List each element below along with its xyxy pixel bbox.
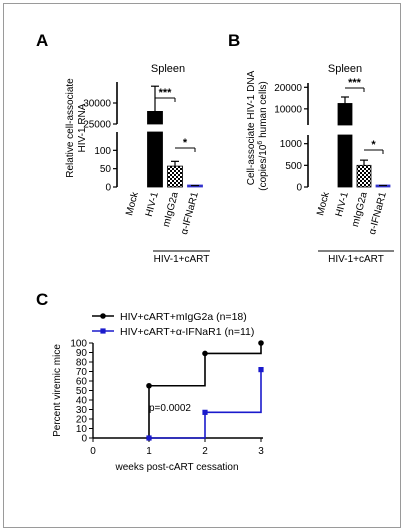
panel-a-group-label: HIV-1+cART	[154, 254, 210, 265]
panel-a-title: Spleen	[151, 63, 185, 75]
panel-a-bar-1-lower	[147, 131, 163, 188]
panel-c-series-1-point	[146, 435, 152, 441]
panel-b-x-tick-label-1: HIV-1	[334, 191, 351, 218]
panel-c-y-tick-label: 50	[76, 386, 88, 397]
panel-a-y-tick-label: 30000	[83, 99, 111, 110]
panel-a-sig-label-0: ***	[159, 87, 173, 99]
panel-c-x-tick-label: 2	[202, 446, 208, 457]
panel-c-legend-label-0: HIV+cART+mIgG2a (n=18)	[120, 311, 247, 323]
panel-b-y-axis-label: Cell-associate HIV-1 DNA(copies/106 huma…	[246, 70, 269, 190]
panel-c-x-tick-label: 3	[258, 446, 264, 457]
panel-a-x-tick-label-0: Mock	[124, 190, 141, 217]
panel-b-x-tick-label-2: mIgG2a	[350, 191, 370, 229]
panel-a-y-axis-label-line: HIV-1 RNA	[77, 103, 88, 152]
panel-c-legend-marker-1	[100, 328, 106, 334]
panel-letter-b: B	[228, 31, 240, 50]
panel-a-y-axis-label: Relative cell-associateHIV-1 RNA	[65, 78, 88, 178]
panel-a-y-axis-label-line: Relative cell-associate	[65, 78, 76, 178]
panel-c-x-axis-label: weeks post-cART cessation	[114, 462, 238, 473]
panel-b-sig-label-0: ***	[348, 77, 362, 89]
panel-c-series-0-point	[202, 350, 208, 357]
figure-frame	[3, 3, 401, 528]
panel-a-sig-label-1: *	[183, 137, 188, 149]
panel-a-y-tick-label: 25000	[83, 120, 111, 131]
panel-c-y-tick-label: 70	[76, 367, 88, 378]
panel-a-y-tick-label: 100	[94, 146, 111, 157]
panel-a-y-tick-label: 50	[100, 164, 112, 175]
panel-c-y-tick-label: 0	[81, 434, 87, 445]
panel-b-title: Spleen	[328, 63, 362, 75]
panel-c-series-1-point	[202, 409, 208, 415]
panel-b-bar-1	[337, 103, 353, 126]
panel-c-y-axis-label: Percent viremic mice	[52, 344, 63, 437]
panel-b-x-tick-label-3: α-IFNaR1	[367, 191, 389, 236]
panel-b-y-axis-label-sup: 6	[257, 141, 264, 145]
panel-c-y-tick-label: 60	[76, 377, 88, 388]
panel-letter-a: A	[36, 31, 48, 50]
bar-chart-b: Spleen 0 500 1000 10000 20000 Cell-associate H…	[246, 63, 394, 265]
panel-b-bar-2	[356, 164, 372, 188]
panel-c-legend-label-1: HIV+cART+α-IFNaR1 (n=11)	[120, 326, 254, 338]
panel-a-bar-1	[147, 111, 163, 125]
panel-c-series-0-point	[258, 340, 264, 346]
panel-b-bar-1-lower	[337, 134, 353, 188]
panel-c-p-value: p=0.0002	[149, 403, 191, 414]
panel-b-y-axis-label-line: (copies/10	[258, 144, 269, 191]
panel-b-y-tick-label: 0	[296, 183, 302, 194]
panel-b-y-axis-label-line: human cells)	[258, 81, 269, 140]
panel-c-y-tick-label: 90	[76, 348, 88, 359]
panel-letter-c: C	[36, 290, 48, 309]
panel-c-y-tick-label: 20	[76, 415, 88, 426]
panel-b-y-tick-label: 20000	[274, 83, 302, 94]
panel-c-x-tick-label: 1	[146, 446, 152, 457]
panel-b-y-tick-label: 1000	[280, 139, 303, 150]
panel-c-legend-marker-0	[100, 313, 106, 319]
panel-b-y-tick-label: 10000	[274, 104, 302, 115]
panel-b-y-tick-label: 500	[285, 161, 302, 172]
panel-c-y-tick-label: 10	[76, 424, 88, 435]
panel-b-sig-label-1: *	[371, 139, 376, 151]
panel-b-group-label: HIV-1+cART	[328, 254, 384, 265]
panel-c-y-tick-label: 30	[76, 405, 88, 416]
panel-c-series-1-point	[258, 367, 264, 373]
panel-c-series-0-point	[146, 382, 152, 389]
panel-a-x-tick-label-1: HIV-1	[144, 191, 161, 218]
panel-c-y-tick-label: 100	[70, 339, 87, 350]
panel-b-y-axis-label-line: Cell-associate HIV-1 DNA	[246, 70, 257, 185]
panel-a-bar-2	[167, 165, 183, 188]
panel-a-x-tick-label-3: α-IFNaR1	[179, 191, 201, 236]
panel-a-x-tick-label-2: mIgG2a	[161, 191, 181, 229]
panel-a-y-tick-label: 0	[105, 183, 111, 194]
panel-b-x-tick-label-0: Mock	[315, 190, 332, 217]
panel-c-series-line-0	[148, 343, 262, 438]
panel-c-y-tick-label: 40	[76, 396, 88, 407]
panel-c-y-tick-label: 80	[76, 358, 88, 369]
panel-c-x-tick-label: 0	[90, 446, 96, 457]
